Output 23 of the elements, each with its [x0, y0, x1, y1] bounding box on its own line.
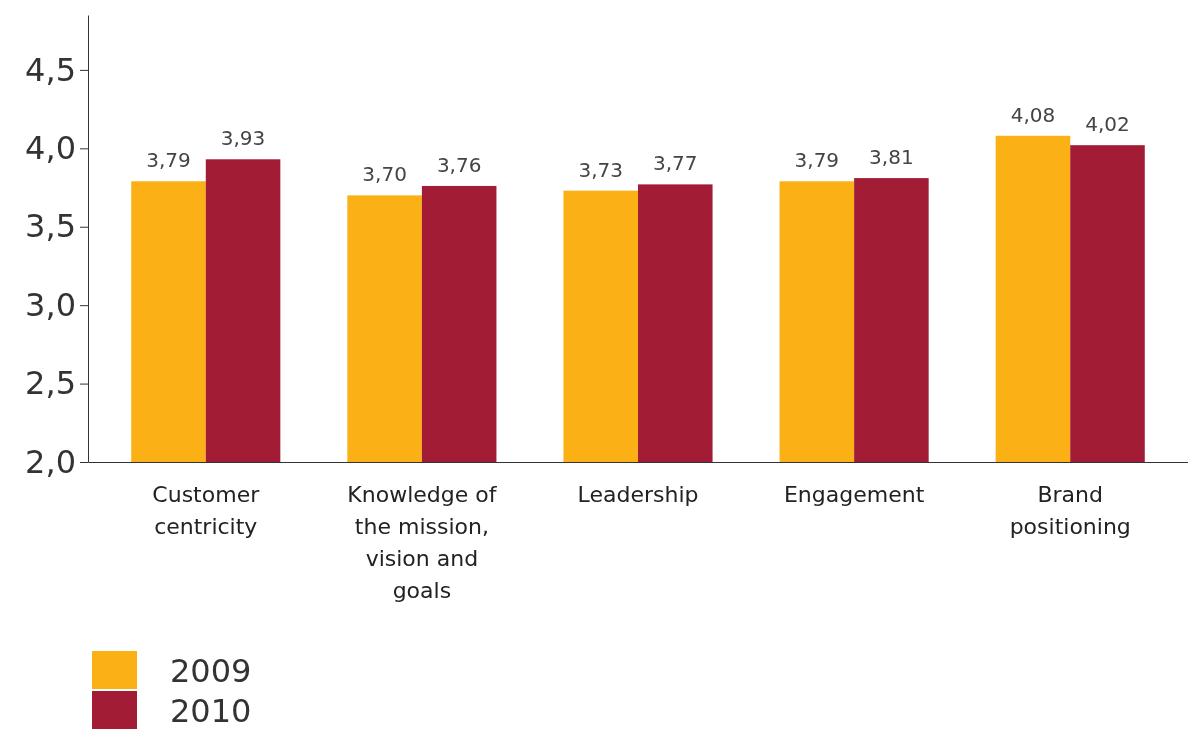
x-tick-label: Customer centricity: [152, 482, 261, 539]
y-tick-label: 4,0: [25, 129, 76, 168]
data-label: 3,79: [146, 148, 191, 173]
data-label: 4,08: [1010, 102, 1056, 127]
y-tick-label: 2,5: [25, 364, 76, 403]
data-label: 3,93: [220, 126, 266, 151]
data-label: 3,73: [578, 157, 623, 182]
data-label: 3,79: [794, 148, 840, 173]
y-tick-label: 3,0: [25, 285, 76, 324]
legend-label: 2010: [170, 692, 252, 729]
data-label: 4,02: [1085, 112, 1130, 137]
y-tick-label: 2,0: [25, 442, 76, 481]
legend-label: 2009: [170, 652, 252, 690]
y-tick-label: 3,5: [25, 207, 76, 246]
data-label: 3,70: [362, 162, 407, 187]
x-tick-label: Leadership: [577, 482, 699, 507]
data-label: 3,81: [869, 145, 914, 170]
y-tick-label: 4,5: [25, 50, 76, 89]
data-label: 3,77: [653, 151, 698, 176]
data-label: 3,76: [436, 152, 482, 177]
x-tick-label: Knowledge of the mission, vision and goals: [347, 482, 498, 603]
x-tick-label: Engagement: [783, 482, 925, 507]
x-tick-label: Brand positioning: [1009, 482, 1131, 539]
